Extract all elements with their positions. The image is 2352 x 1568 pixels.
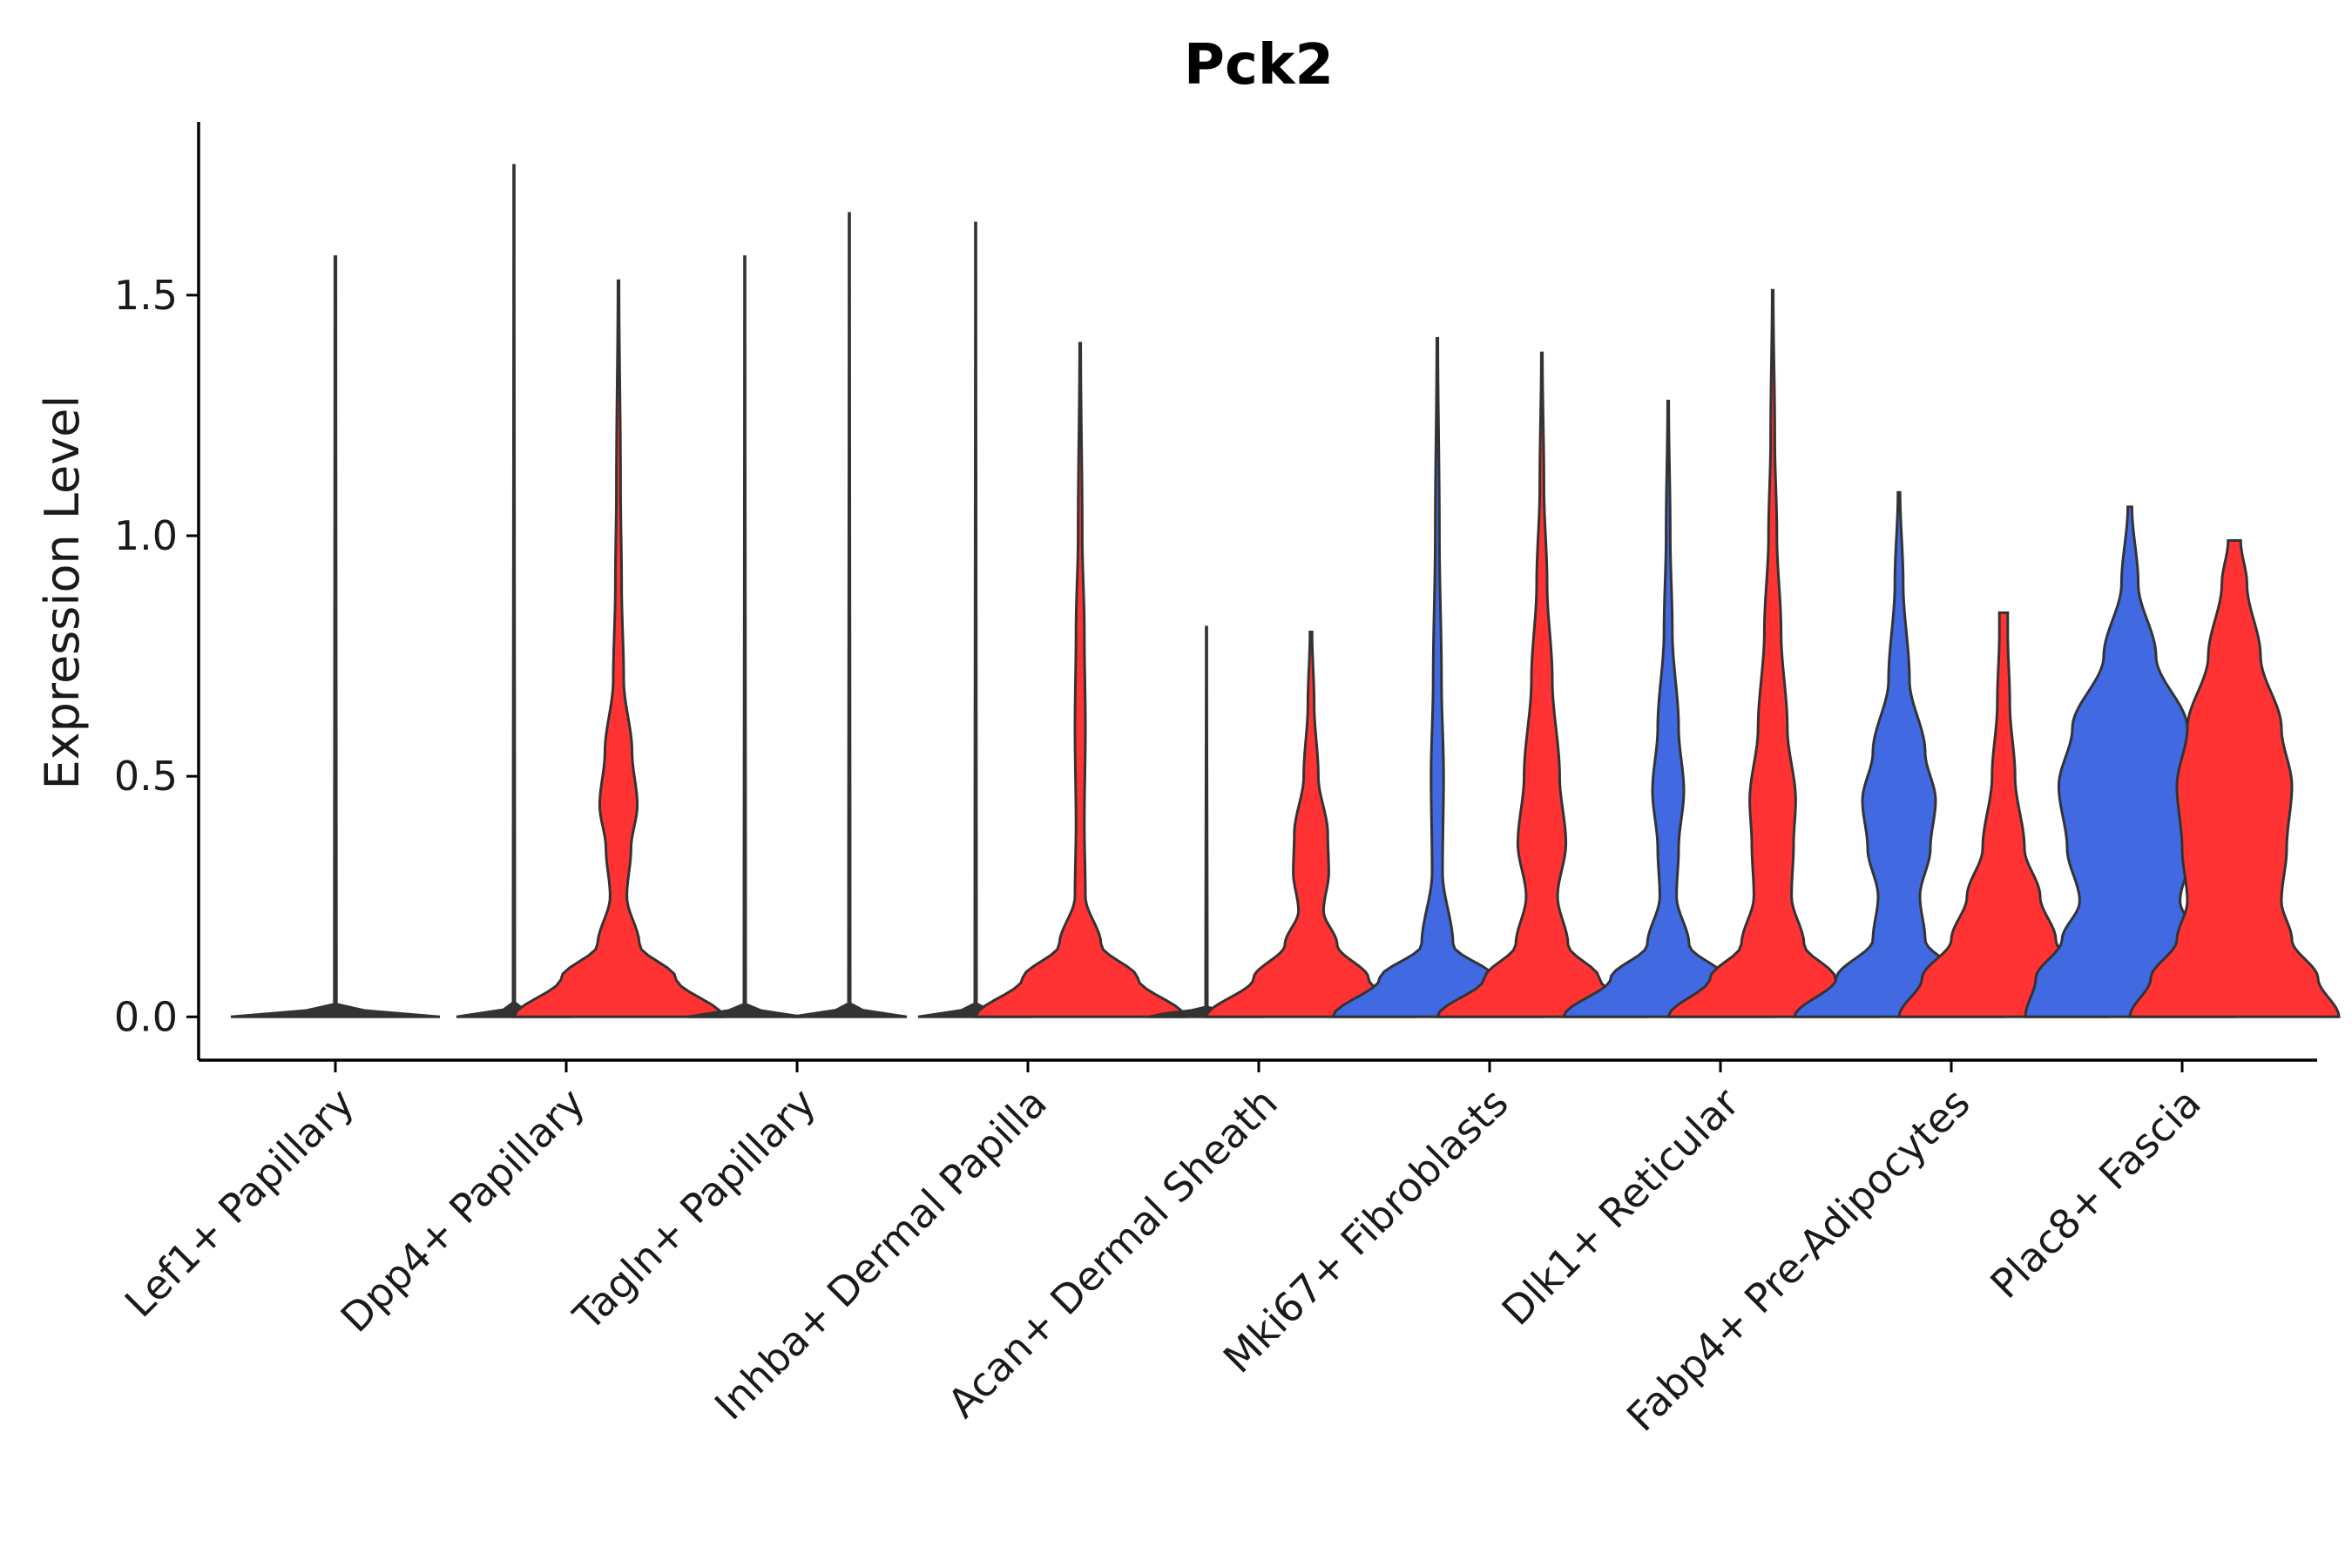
violin-lef1-papillary-sparse-0 xyxy=(230,255,441,1018)
violin-group-dlk1-reticular xyxy=(1561,288,1880,1018)
y-tick-label: 1.5 xyxy=(114,272,178,319)
violins-layer xyxy=(230,164,2341,1018)
x-tick-label: Dlk1+ Reticular xyxy=(1493,1079,1748,1335)
violin-group-acan-dermal-sheath xyxy=(1148,625,1417,1018)
x-tick-label: Lef1+ Papillary xyxy=(116,1079,363,1327)
y-tick-label: 1.0 xyxy=(114,512,178,559)
x-tick-label: Tagln+ Papillary xyxy=(564,1079,825,1341)
violin-tagln-papillary-sparse-1 xyxy=(791,212,908,1018)
y-tick-label: 0.5 xyxy=(114,753,178,800)
violin-group-dpp4-papillary xyxy=(456,164,726,1018)
violin-dpp4-papillary-group2-1 xyxy=(511,279,726,1018)
violin-acan-dermal-sheath-group2-1 xyxy=(1205,630,1417,1018)
violin-tagln-papillary-sparse-0 xyxy=(686,255,803,1018)
violin-fabp4-pre-adipocytes-group1-0 xyxy=(1792,490,2006,1018)
y-tick-label: 0.0 xyxy=(114,993,178,1040)
violin-mki67-fibroblasts-group1-0 xyxy=(1330,337,1544,1018)
violin-inhba-dermal-papilla-sparse-0 xyxy=(917,221,1034,1018)
chart-title: Pck2 xyxy=(1184,33,1334,98)
violin-group-lef1-papillary xyxy=(230,255,441,1018)
y-axis: 0.0 0.5 1.0 1.5 xyxy=(114,122,200,1060)
violin-inhba-dermal-papilla-group2-1 xyxy=(973,341,1187,1018)
violin-acan-dermal-sheath-sparse-0 xyxy=(1148,625,1265,1018)
violin-group-inhba-dermal-papilla xyxy=(917,221,1187,1018)
violin-dlk1-reticular-group1-0 xyxy=(1561,399,1775,1018)
x-tick-label: Plac8+ Fascia xyxy=(1981,1079,2209,1308)
violin-dlk1-reticular-group2-1 xyxy=(1666,288,1880,1018)
violin-group-tagln-papillary xyxy=(686,212,908,1018)
violin-group-plac8-fascia xyxy=(2024,505,2341,1018)
violin-group-fabp4-pre-adipocytes xyxy=(1792,490,2110,1018)
y-axis-label: Expression Level xyxy=(35,395,90,790)
violin-group-mki67-fibroblasts xyxy=(1330,337,1649,1018)
violin-mki67-fibroblasts-group2-1 xyxy=(1435,351,1649,1018)
violin-dpp4-papillary-sparse-0 xyxy=(456,164,572,1018)
x-tick-label: Dpp4+ Papillary xyxy=(332,1079,594,1342)
violin-plac8-fascia-group2-1 xyxy=(2128,539,2341,1018)
violin-fabp4-pre-adipocytes-group2-1 xyxy=(1897,611,2110,1018)
